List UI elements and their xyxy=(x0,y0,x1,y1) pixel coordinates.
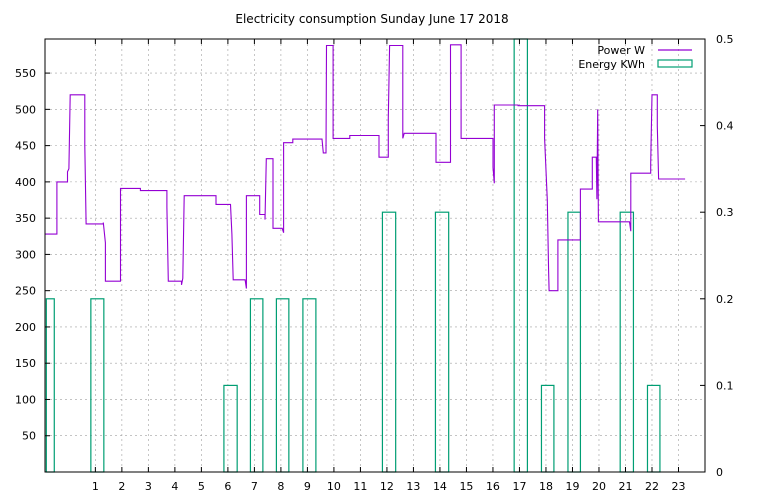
legend-swatch-energy xyxy=(657,59,693,68)
energy-bar xyxy=(540,384,555,473)
plot-frame xyxy=(44,38,706,473)
y-left-tick-label: 400 xyxy=(15,176,36,189)
legend-label-energy: Energy KWh xyxy=(578,58,645,71)
grid-lines xyxy=(45,39,705,472)
x-tick-label: 21 xyxy=(618,480,632,493)
x-tick-label: 17 xyxy=(512,480,526,493)
x-tick-label: 15 xyxy=(459,480,473,493)
energy-bar xyxy=(45,298,55,473)
energy-bar xyxy=(567,211,582,473)
x-tick-label: 12 xyxy=(380,480,394,493)
y-right-tick-label: 0.2 xyxy=(716,293,734,306)
y-right-tick-label: 0.3 xyxy=(716,206,734,219)
x-tick-label: 3 xyxy=(145,480,152,493)
y-left-tick-label: 350 xyxy=(15,212,36,225)
x-tick-label: 23 xyxy=(671,480,685,493)
x-tick-label: 16 xyxy=(486,480,500,493)
x-tick-label: 9 xyxy=(304,480,311,493)
x-tick-label: 7 xyxy=(251,480,258,493)
energy-bar xyxy=(381,211,397,473)
x-tick-label: 4 xyxy=(171,480,178,493)
energy-bar xyxy=(302,298,317,473)
y-left-tick-label: 500 xyxy=(15,103,36,116)
legend-label-power: Power W xyxy=(597,44,645,57)
x-tick-label: 19 xyxy=(565,480,579,493)
y-left-tick-label: 100 xyxy=(15,393,36,406)
x-tick-label: 18 xyxy=(539,480,553,493)
chart-title: Electricity consumption Sunday June 17 2… xyxy=(235,12,508,26)
power-line xyxy=(45,44,686,292)
legend: Power W Energy KWh xyxy=(578,44,693,71)
x-tick-label: 5 xyxy=(198,480,205,493)
x-tick-label: 20 xyxy=(592,480,606,493)
x-tick-label: 10 xyxy=(327,480,341,493)
energy-bar xyxy=(619,211,635,473)
x-tick-label: 8 xyxy=(277,480,284,493)
x-tick-label: 2 xyxy=(118,480,125,493)
y-right-tick-label: 0.1 xyxy=(716,379,734,392)
y-left-tick-label: 200 xyxy=(15,321,36,334)
y-left-tick-label: 50 xyxy=(22,430,36,443)
x-tick-label: 13 xyxy=(406,480,420,493)
y-left-tick-label: 250 xyxy=(15,285,36,298)
y-left-tick-label: 550 xyxy=(15,67,36,80)
energy-bar xyxy=(90,298,105,473)
energy-bars xyxy=(45,38,661,473)
x-tick-label: 6 xyxy=(224,480,231,493)
energy-bar xyxy=(646,384,661,473)
x-tick-label: 11 xyxy=(353,480,367,493)
energy-bar xyxy=(434,211,450,473)
y-right-tick-label: 0.5 xyxy=(716,33,734,46)
power-line-layer xyxy=(45,44,686,292)
energy-bar xyxy=(249,298,264,473)
y-left-tick-label: 300 xyxy=(15,248,36,261)
x-tick-label: 1 xyxy=(92,480,99,493)
y-right-tick-label: 0.4 xyxy=(716,120,734,133)
y-left-tick-label: 150 xyxy=(15,357,36,370)
axis-ticks: 1 2 3 4 5 6 7 8 9 10 11 12 13 14 15 16 17 18 19 20 21 22 23501… xyxy=(15,33,734,493)
energy-bar xyxy=(275,298,290,473)
energy-bar xyxy=(223,384,238,473)
y-left-tick-label: 450 xyxy=(15,140,36,153)
y-right-tick-label: 0 xyxy=(716,466,723,479)
x-tick-label: 22 xyxy=(645,480,659,493)
energy-bar xyxy=(513,38,529,473)
x-tick-label: 14 xyxy=(433,480,447,493)
